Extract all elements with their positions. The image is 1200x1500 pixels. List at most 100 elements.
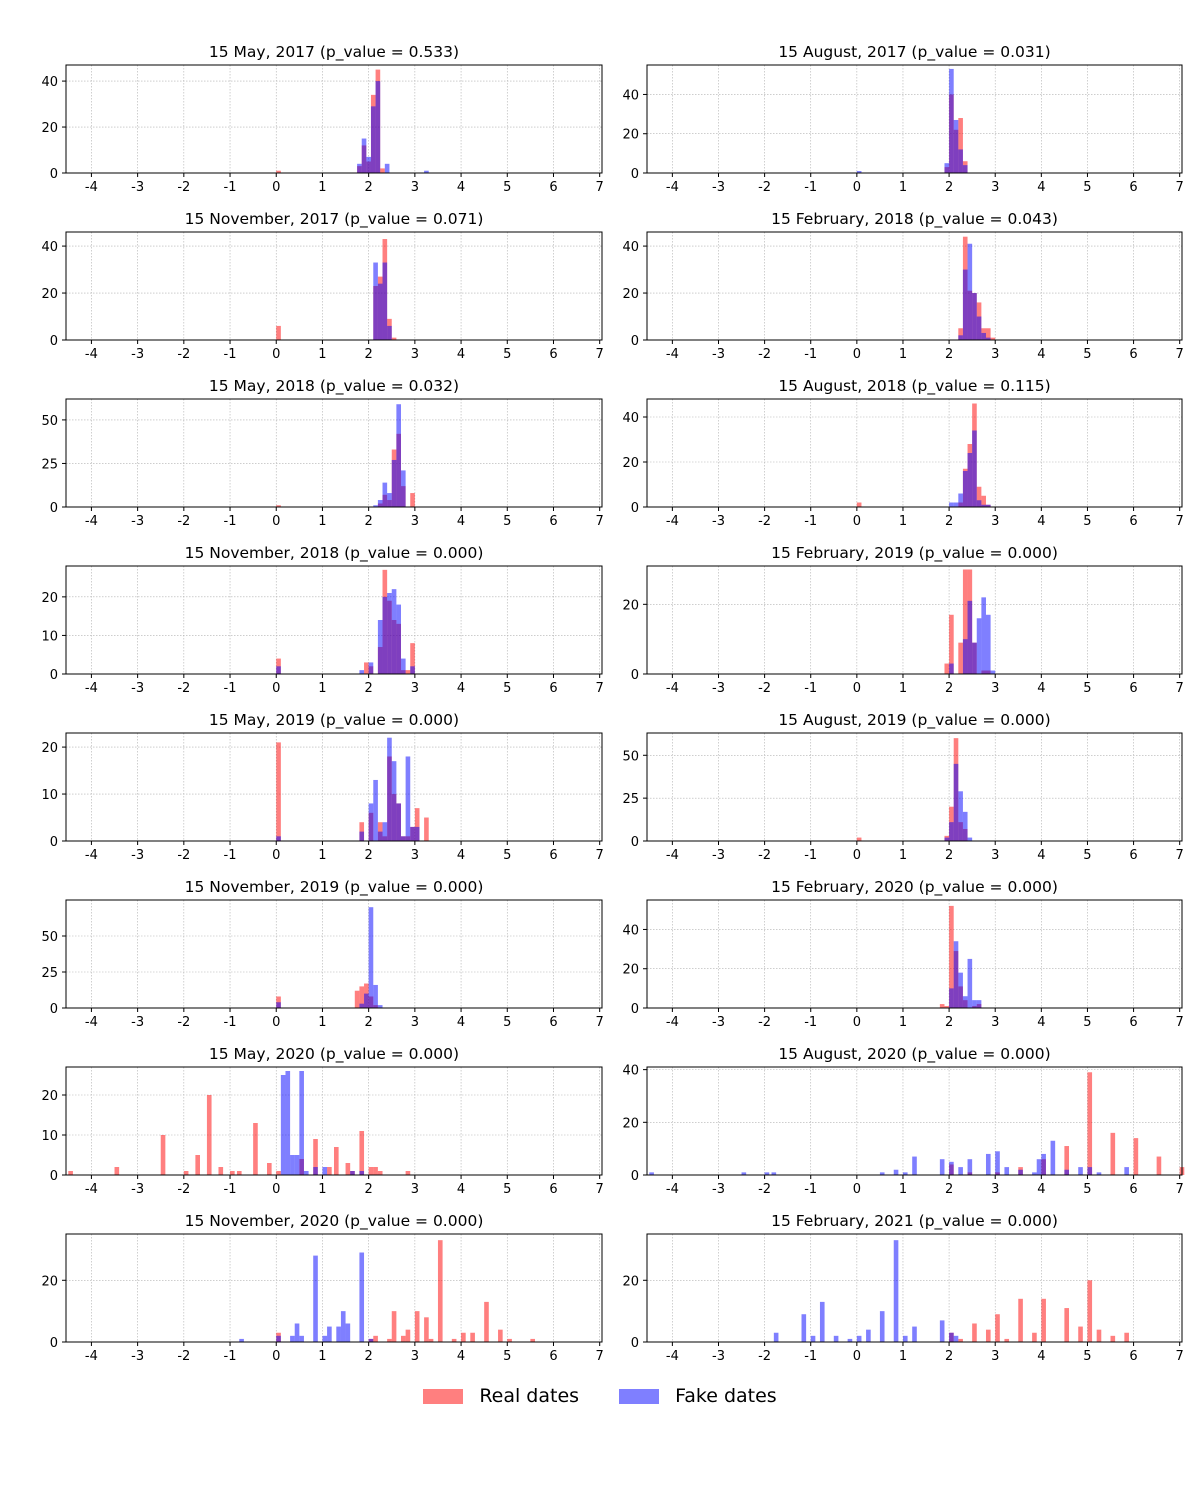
subplot-title: 15 August, 2019 (p_value = 0.000) [778,711,1050,730]
subplot-12: -4 -3 -2 -1 0 1 2 3 4 5 6 7 0 10 20 15 May, 2020 (p_val… [41,1045,603,1197]
x-tick-label: 0 [853,347,861,362]
subplot-10: -4 -3 -2 -1 0 1 2 3 4 5 6 7 0 25 50 15 November, 2019 (… [41,878,603,1030]
x-tick-label: 4 [457,1015,465,1030]
x-tick-label: 3 [991,681,999,696]
subplot-title: 15 May, 2018 (p_value = 0.032) [209,377,459,396]
bar-fake [299,1335,304,1342]
axes-frame [65,398,603,508]
bar-real [1156,1156,1162,1175]
x-tick-label: -1 [804,848,817,863]
axes-frame [65,64,603,174]
bar-real [1018,1298,1023,1342]
bar-fake [985,614,991,674]
bar-fake [1018,1169,1023,1175]
axes-frame [646,1066,1183,1176]
bar-real [1078,1326,1083,1342]
bar-fake [958,972,963,1008]
bar-fake [976,1000,982,1008]
x-tick-label: -1 [224,681,237,696]
y-tick-label: 40 [41,75,58,90]
x-tick-label: 1 [899,347,907,362]
bar-fake [958,149,963,173]
bar-fake [359,831,365,841]
bar-real [405,1171,411,1175]
x-tick-label: 1 [899,681,907,696]
x-tick-label: -3 [131,180,144,195]
y-tick-label: 0 [50,167,58,182]
bar-fake [949,1161,954,1175]
x-tick-label: 4 [1037,1182,1045,1197]
bar-fake [382,262,388,340]
bar-fake [741,1172,747,1175]
y-tick-label: 10 [41,629,58,644]
bar-real [437,1240,443,1342]
bar-real [373,1167,378,1175]
y-tick-label: 20 [622,598,639,613]
x-tick-label: -1 [804,347,817,362]
bar-real [267,1163,272,1175]
bar-real [206,1095,212,1175]
x-tick-label: 1 [318,681,326,696]
x-tick-label: 6 [549,1015,557,1030]
bar-fake [879,1172,885,1175]
bar-real [949,614,954,674]
bar-fake [322,1167,328,1175]
x-tick-label: 2 [945,1182,953,1197]
subplot-4: -4 -3 -2 -1 0 1 2 3 4 5 6 7 0 25 50 15 May, 2018 (p_val… [41,377,603,529]
x-tick-label: 3 [991,1015,999,1030]
bar-real [377,1171,383,1175]
bar-fake [382,482,388,507]
bar-real [1110,1132,1116,1175]
axes-frame [65,899,603,1009]
bar-fake [985,1153,991,1175]
bar-fake [972,642,977,674]
y-tick-label: 0 [631,1336,639,1351]
bar-fake [396,803,401,841]
bar-fake [387,325,392,340]
bar-real [958,642,963,674]
y-tick-label: 0 [631,334,639,349]
bar-fake [990,670,996,674]
x-tick-label: 6 [549,681,557,696]
x-tick-label: 1 [899,848,907,863]
x-tick-label: 2 [365,681,373,696]
x-tick-label: 4 [457,514,465,529]
bar-fake [972,1000,977,1008]
x-tick-label: 0 [272,180,280,195]
x-tick-label: -2 [758,1015,771,1030]
y-tick-label: 40 [622,923,639,938]
bar-fake [949,1332,954,1342]
x-tick-label: -4 [85,514,98,529]
x-tick-label: 4 [457,681,465,696]
bar-fake [953,502,959,507]
bar-fake [1050,1140,1056,1175]
bar-fake [377,620,383,674]
subplot-2: -4 -3 -2 -1 0 1 2 3 4 5 6 7 0 20 40 15 November, 2017 (… [41,210,603,362]
bar-real [470,1332,475,1342]
x-tick-label: -1 [224,1182,237,1197]
bar-real [276,325,281,340]
x-tick-label: -4 [85,1182,98,1197]
x-tick-label: 3 [991,514,999,529]
subplot-title: 15 November, 2018 (p_value = 0.000) [185,544,484,563]
axes-frame [646,1233,1183,1343]
bar-fake [294,1323,300,1342]
bar-real [368,1167,374,1175]
y-tick-label: 0 [50,1169,58,1184]
x-tick-label: 4 [457,1182,465,1197]
y-tick-label: 0 [50,835,58,850]
bar-fake [396,604,401,674]
y-tick-label: 50 [41,414,58,429]
bar-fake [276,1002,281,1008]
x-tick-label: 2 [945,180,953,195]
x-tick-label: -4 [85,848,98,863]
x-tick-label: -2 [177,347,190,362]
y-tick-label: 10 [41,788,58,803]
x-tick-label: -2 [758,180,771,195]
bar-fake [373,262,378,340]
x-tick-label: -4 [666,347,679,362]
x-tick-label: 7 [1176,1349,1184,1364]
bar-real [327,1167,332,1175]
x-tick-label: 6 [549,1182,557,1197]
axes-frame [65,231,603,341]
